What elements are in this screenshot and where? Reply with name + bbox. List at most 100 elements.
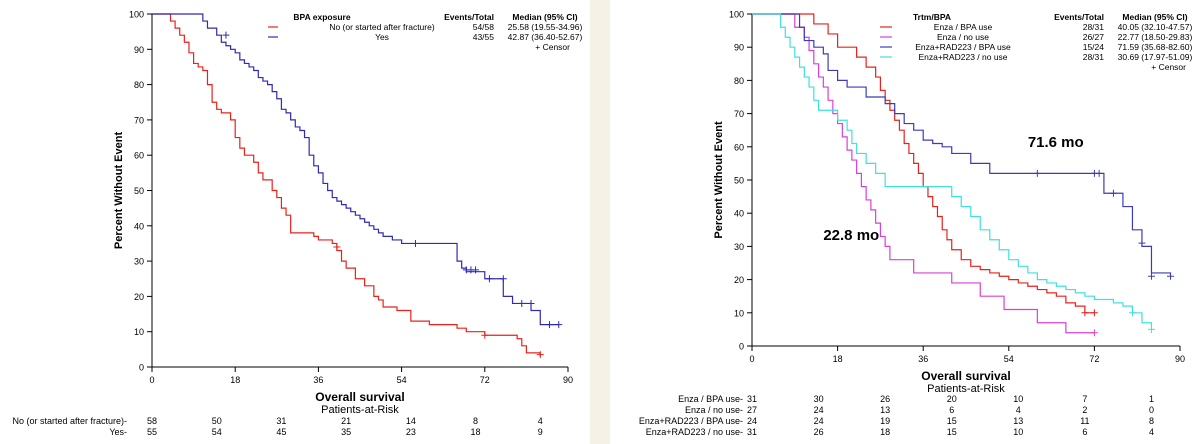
risk-value-c1-s3-1: 26 (814, 427, 824, 437)
y-axis-label: Percent Without Event (713, 121, 725, 239)
risk-value-c1-s3-0: 31 (747, 427, 757, 437)
km-curve-c1-s3 (752, 13, 1153, 330)
risk-value-c1-s1-4: 4 (1016, 405, 1021, 415)
y-tick-label-6: 60 (134, 151, 144, 161)
y-tick-label-1: 10 (134, 327, 144, 337)
risk-value-c0-s0-1: 50 (212, 416, 222, 426)
risk-value-c0-s0-3: 21 (341, 416, 351, 426)
legend-events-c1-s3: 28/31 (1083, 52, 1105, 62)
risk-table-title: Patients-at-Risk (321, 404, 399, 416)
legend-col-events: Events/Total (1054, 12, 1104, 22)
annotation-c1-0: 71.6 mo (1028, 134, 1084, 151)
y-tick-label-8: 80 (134, 80, 144, 90)
y-tick-label-10: 100 (729, 10, 744, 20)
legend-title: BPA exposure (293, 12, 350, 22)
y-axis-label: Percent Without Event (113, 132, 125, 250)
censor-mark-c0-s0-2 (536, 351, 544, 359)
legend-median-c1-s3: 30.69 (17.97-51.09) (1118, 52, 1193, 62)
y-tick-label-6: 60 (734, 142, 744, 152)
censor-mark-c0-s1-7 (518, 299, 526, 307)
censor-mark-c0-s1-8 (527, 299, 535, 307)
censor-mark-c0-s1-9 (546, 321, 554, 329)
censor-mark-c0-s1-0 (222, 31, 230, 39)
y-tick-label-0: 0 (139, 363, 144, 373)
risk-value-c1-s0-6: 1 (1149, 394, 1154, 404)
y-tick-label-3: 30 (134, 257, 144, 267)
y-tick-label-1: 10 (734, 308, 744, 318)
risk-value-c1-s2-6: 8 (1149, 416, 1154, 426)
risk-value-c0-s0-5: 8 (473, 416, 478, 426)
risk-value-c1-s2-2: 19 (880, 416, 890, 426)
km-curve-c0-s0 (152, 13, 541, 357)
censor-mark-c1-s2-2 (1095, 169, 1103, 177)
legend-label-c0-s0: No (or started after fracture) (329, 22, 435, 32)
risk-value-c1-s3-2: 18 (880, 427, 890, 437)
censor-mark-c0-s1-1 (411, 239, 419, 247)
risk-value-c0-s0-6: 4 (538, 416, 543, 426)
risk-value-c1-s3-3: 15 (947, 427, 957, 437)
km-chart-bpa-exposure: 0 10 20 30 40 50 60 70 80 90 100 0 18 36 54 72 90 Percent… (0, 0, 590, 444)
legend-censor: + Censor (535, 42, 570, 52)
risk-value-c1-s2-0: 24 (747, 416, 757, 426)
x-tick-label-3: 54 (397, 375, 407, 385)
risk-value-c1-s1-2: 13 (880, 405, 890, 415)
censor-mark-c0-s1-6 (499, 275, 507, 283)
censor-mark-c1-s3-1 (1147, 325, 1155, 333)
risk-value-c1-s2-1: 24 (814, 416, 824, 426)
risk-value-c0-s1-6: 9 (538, 427, 543, 437)
risk-value-c1-s1-1: 24 (814, 405, 824, 415)
legend-label-c0-s1: Yes (375, 32, 389, 42)
risk-value-c1-s1-3: 6 (949, 405, 954, 415)
x-axis-label: Overall survival (921, 369, 1010, 383)
x-tick-label-1: 18 (833, 354, 843, 364)
risk-value-c0-s1-0: 55 (147, 427, 157, 437)
y-tick-label-4: 40 (734, 209, 744, 219)
risk-row-label-c1-s1: Enza / no use- (685, 405, 743, 415)
risk-value-c1-s2-3: 15 (947, 416, 957, 426)
y-tick-label-2: 20 (134, 292, 144, 302)
censor-mark-c1-s0-1 (1090, 309, 1098, 317)
y-tick-label-5: 50 (134, 186, 144, 196)
risk-value-c1-s1-6: 0 (1149, 405, 1154, 415)
risk-value-c1-s0-1: 30 (814, 394, 824, 404)
risk-value-c1-s3-6: 4 (1149, 427, 1154, 437)
x-tick-label-1: 18 (230, 375, 240, 385)
censor-mark-c1-s2-3 (1109, 189, 1117, 197)
x-tick-label-5: 90 (1175, 354, 1185, 364)
risk-value-c1-s0-0: 31 (747, 394, 757, 404)
y-tick-label-4: 40 (134, 221, 144, 231)
legend-censor: + Censor (1151, 62, 1186, 72)
x-tick-label-2: 36 (918, 354, 928, 364)
km-curve-c1-s0 (752, 13, 1095, 314)
risk-value-c0-s1-1: 54 (212, 427, 222, 437)
y-tick-label-7: 70 (134, 115, 144, 125)
legend-label-c1-s3: Enza+RAD223 / no use (918, 52, 1007, 62)
risk-value-c1-s1-5: 2 (1082, 405, 1087, 415)
risk-value-c0-s1-4: 23 (406, 427, 416, 437)
risk-value-c1-s2-4: 13 (1013, 416, 1023, 426)
x-tick-label-0: 0 (749, 354, 754, 364)
x-tick-label-4: 72 (480, 375, 490, 385)
legend-events-c1-s2: 15/24 (1083, 42, 1105, 52)
risk-row-label-c1-s0: Enza / BPA use- (678, 394, 743, 404)
risk-value-c1-s2-5: 11 (1080, 416, 1089, 426)
legend-events-c0-s0: 54/58 (473, 22, 495, 32)
legend-events-c1-s1: 26/27 (1083, 32, 1105, 42)
risk-row-label-c1-s2: Enza+RAD223 / BPA use- (639, 416, 743, 426)
censor-mark-c0-s1-10 (555, 321, 563, 329)
risk-value-c0-s0-4: 14 (406, 416, 416, 426)
censor-mark-c1-s3-0 (1128, 309, 1136, 317)
legend-label-c1-s1: Enza / no use (937, 32, 989, 42)
y-tick-label-9: 90 (734, 43, 744, 53)
risk-value-c1-s3-5: 6 (1082, 427, 1087, 437)
risk-value-c0-s0-2: 31 (276, 416, 286, 426)
risk-value-c0-s1-3: 35 (341, 427, 351, 437)
annotation-c1-1: 22.8 mo (823, 227, 879, 244)
legend-median-c1-s0: 40.05 (32.10-47.57) (1118, 22, 1193, 32)
risk-value-c0-s1-5: 18 (471, 427, 481, 437)
legend-median-c0-s1: 42.87 (36.40-52.67) (508, 32, 583, 42)
censor-mark-c0-s1-4 (472, 266, 480, 274)
x-tick-label-4: 72 (1089, 354, 1099, 364)
legend-median-c1-s2: 71.59 (35.68-82.60) (1118, 42, 1193, 52)
